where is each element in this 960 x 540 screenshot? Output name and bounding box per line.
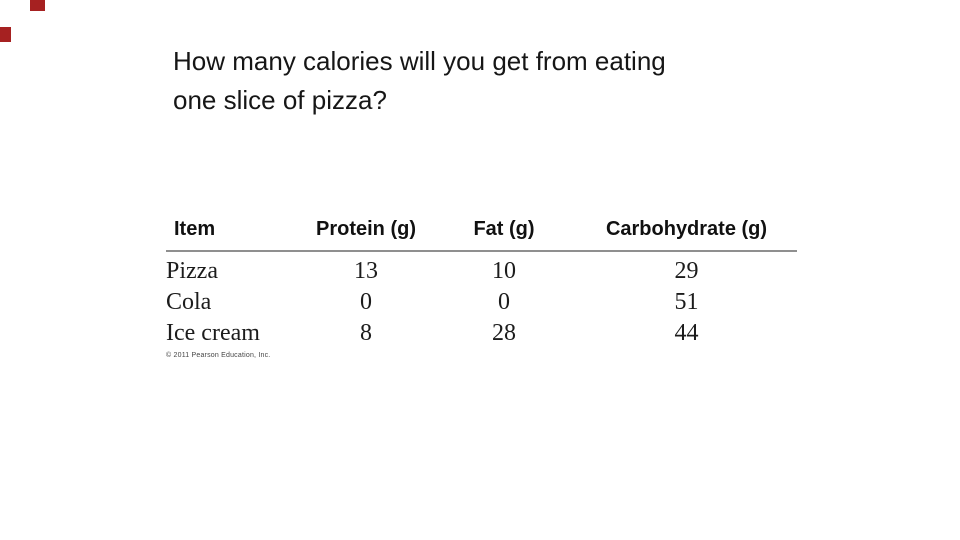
table-row: Ice cream 8 28 44: [166, 316, 797, 347]
red-accent-mark-left: [0, 27, 11, 42]
cell-carbohydrate: 51: [674, 289, 699, 315]
cell-item: Cola: [166, 289, 212, 315]
column-header-fat: Fat (g): [473, 218, 535, 240]
slide-title: How many calories will you get from eati…: [173, 42, 666, 120]
cell-protein: 8: [360, 320, 372, 346]
column-header-item: Item: [174, 218, 216, 240]
column-header-carbohydrate: Carbohydrate (g): [605, 218, 768, 240]
table-row: Cola 0 0 51: [166, 285, 797, 316]
table-header-row: Item Protein (g) Fat (g) Carbohydrate (g…: [166, 206, 797, 251]
slide-title-line-1: How many calories will you get from eati…: [173, 46, 666, 76]
copyright-note: © 2011 Pearson Education, Inc.: [166, 352, 271, 359]
cell-fat: 10: [492, 258, 516, 284]
cell-item: Ice cream: [166, 320, 260, 346]
cell-carbohydrate: 29: [674, 258, 699, 284]
red-accent-mark-top: [30, 0, 45, 11]
slide-title-line-2: one slice of pizza?: [173, 85, 387, 115]
cell-item: Pizza: [166, 258, 218, 284]
cell-protein: 0: [360, 289, 372, 315]
table-row: Pizza 13 10 29: [166, 251, 797, 285]
cell-fat: 28: [492, 320, 516, 346]
cell-protein: 13: [354, 258, 378, 284]
column-header-protein: Protein (g): [316, 218, 416, 240]
cell-carbohydrate: 44: [674, 320, 699, 346]
nutrition-table: Item Protein (g) Fat (g) Carbohydrate (g…: [166, 206, 797, 347]
nutrition-table-figure: Item Protein (g) Fat (g) Carbohydrate (g…: [166, 206, 797, 359]
cell-fat: 0: [498, 289, 510, 315]
